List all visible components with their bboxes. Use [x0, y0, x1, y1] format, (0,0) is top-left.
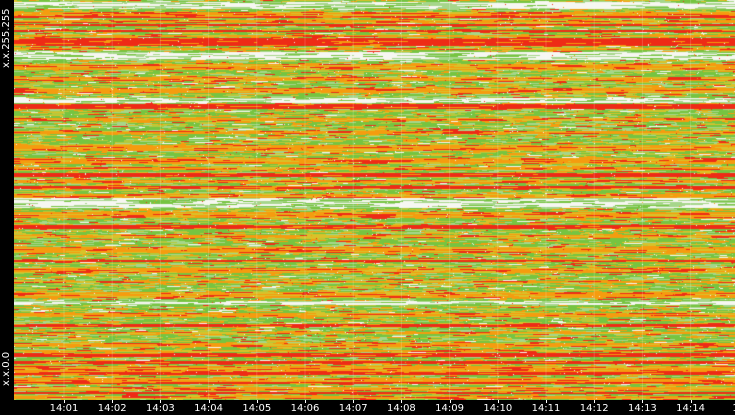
heatmap-cells — [14, 0, 735, 400]
y-axis: x.x.255.255 x.x.0.0 — [0, 0, 14, 400]
x-axis-tick-label: 14 — [732, 402, 735, 415]
x-axis-tick-label: 14:14 — [676, 403, 706, 414]
x-axis-tick-label: 14:01 — [49, 403, 79, 414]
y-axis-label-bottom: x.x.0.0 — [1, 351, 12, 387]
x-axis-tick-label: 14:06 — [290, 403, 320, 414]
x-axis-tick-label: 14:09 — [435, 403, 465, 414]
x-axis-tick — [64, 400, 65, 403]
x-axis-tick — [256, 400, 258, 403]
x-axis-tick — [160, 400, 162, 403]
x-axis-tick — [690, 400, 692, 403]
x-axis-tick — [594, 400, 596, 403]
x-axis: 14:01 14:02 14:03 14:04 14:05 14:06 14:07 14:08… — [0, 400, 735, 415]
x-axis-tick — [546, 400, 547, 403]
x-axis-tick-label: 14:12 — [579, 403, 609, 414]
x-axis-tick-label: 14:13 — [627, 403, 657, 414]
heatmap-area — [14, 0, 735, 400]
x-axis-tick — [642, 400, 644, 403]
x-axis-tick-label: 14:02 — [97, 403, 127, 414]
x-axis-tick-label: 14:05 — [242, 403, 272, 414]
x-axis-tick — [401, 400, 403, 403]
x-axis-tick — [305, 400, 306, 403]
x-axis-tick-label: 14:03 — [145, 403, 175, 414]
x-axis-tick — [112, 400, 114, 403]
x-axis-tick-label: 14:08 — [386, 403, 416, 414]
x-axis-tick — [449, 400, 451, 403]
x-axis-tick-label: 14:11 — [531, 403, 561, 414]
x-axis-tick-label: 14:10 — [483, 403, 513, 414]
x-axis-tick-label: 14:04 — [194, 403, 224, 414]
x-axis-tick — [353, 400, 355, 403]
y-axis-label-top: x.x.255.255 — [1, 8, 12, 68]
x-axis-tick-label: 14:07 — [338, 403, 368, 414]
x-axis-tick — [208, 400, 210, 403]
x-axis-tick — [497, 400, 499, 403]
